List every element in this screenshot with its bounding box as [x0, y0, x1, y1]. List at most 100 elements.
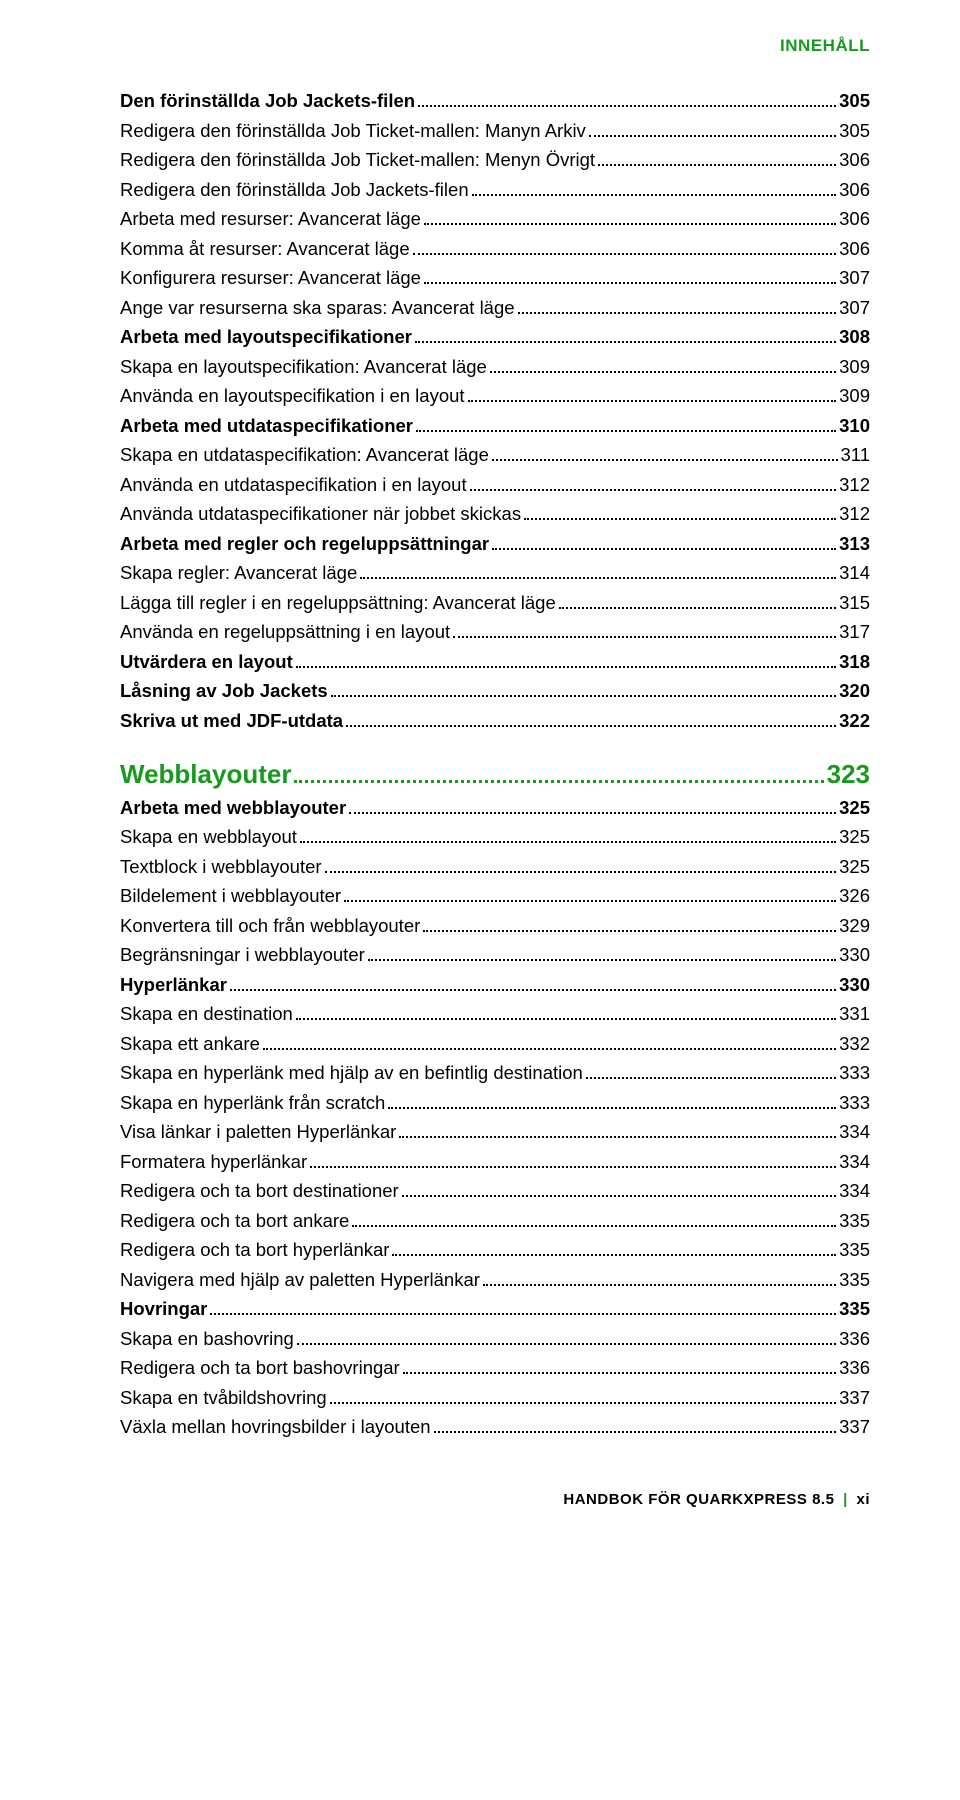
toc-entry-page: 335 — [839, 1241, 870, 1260]
toc-leader-dots — [413, 253, 836, 255]
toc-entry-page: 322 — [839, 712, 870, 731]
toc-entry-label: Skapa regler: Avancerat läge — [120, 564, 357, 583]
toc-entry-page: 335 — [839, 1212, 870, 1231]
toc-entry-label: Komma åt resurser: Avancerat läge — [120, 240, 410, 259]
toc-leader-dots — [472, 194, 837, 196]
toc-entry-page: 308 — [839, 328, 870, 347]
toc-entry-label: Redigera och ta bort destinationer — [120, 1182, 399, 1201]
toc-leader-dots — [490, 371, 836, 373]
toc-entry-label: Använda en regeluppsättning i en layout — [120, 623, 450, 642]
toc-entry-page: 334 — [839, 1182, 870, 1201]
toc-entry-page: 318 — [839, 653, 870, 672]
toc-entry: Låsning av Job Jackets320 — [120, 682, 870, 701]
toc-entry-page: 333 — [839, 1064, 870, 1083]
toc-leader-dots — [468, 400, 837, 402]
toc-entry: Bildelement i webblayouter326 — [120, 887, 870, 906]
toc-entry-label: Konvertera till och från webblayouter — [120, 917, 420, 936]
toc-leader-dots — [360, 577, 836, 579]
toc-entry-page: 334 — [839, 1123, 870, 1142]
toc-leader-dots — [598, 164, 836, 166]
toc-entry-label: Skapa en webblayout — [120, 828, 297, 847]
toc-entry-page: 313 — [839, 535, 870, 554]
toc-leader-dots — [346, 725, 836, 727]
toc-entry-page: 325 — [839, 828, 870, 847]
toc-entry: Ange var resurserna ska sparas: Avancera… — [120, 299, 870, 318]
toc-leader-dots — [230, 989, 836, 991]
toc-entry: Arbeta med resurser: Avancerat läge306 — [120, 210, 870, 229]
toc-entry-label: Skriva ut med JDF-utdata — [120, 712, 343, 731]
toc-entry-label: Skapa en tvåbildshovring — [120, 1389, 327, 1408]
toc-entry-label: Ange var resurserna ska sparas: Avancera… — [120, 299, 515, 318]
toc-entry: Skapa en bashovring336 — [120, 1330, 870, 1349]
toc-entry-page: 332 — [839, 1035, 870, 1054]
toc-entry-label: Växla mellan hovringsbilder i layouten — [120, 1418, 431, 1437]
toc-entry-page: 325 — [839, 799, 870, 818]
toc-entry: Växla mellan hovringsbilder i layouten33… — [120, 1418, 870, 1437]
toc-entry: Konvertera till och från webblayouter 329 — [120, 917, 870, 936]
toc-entry: Skapa ett ankare 332 — [120, 1035, 870, 1054]
toc-leader-dots — [589, 135, 836, 137]
toc-entry: Skapa en layoutspecifikation: Avancerat … — [120, 358, 870, 377]
toc-leader-dots — [403, 1372, 836, 1374]
toc-entry-page: 333 — [839, 1094, 870, 1113]
toc-section-heading: Webblayouter 323 — [120, 761, 870, 789]
toc-entry-page: 306 — [839, 151, 870, 170]
toc-leader-dots — [518, 312, 837, 314]
toc-leader-dots — [368, 959, 836, 961]
toc-leader-dots — [483, 1284, 836, 1286]
toc-entry: Använda utdataspecifikationer när jobbet… — [120, 505, 870, 524]
toc-entry: Redigera den förinställda Job Ticket-mal… — [120, 151, 870, 170]
toc-entry-label: Skapa en hyperlänk från scratch — [120, 1094, 385, 1113]
toc-entry-page: 306 — [839, 240, 870, 259]
toc-entry-label: Skapa ett ankare — [120, 1035, 260, 1054]
page: INNEHÅLL Den förinställda Job Jackets-fi… — [0, 0, 960, 1548]
toc-entry-label: Skapa en hyperlänk med hjälp av en befin… — [120, 1064, 583, 1083]
toc-entry-page: 307 — [839, 269, 870, 288]
toc-entry-page: 310 — [839, 417, 870, 436]
toc-entry-label: Formatera hyperlänkar — [120, 1153, 307, 1172]
toc-entry-label: Arbeta med layoutspecifikationer — [120, 328, 412, 347]
header-label: INNEHÅLL — [120, 36, 870, 56]
toc-entry-page: 335 — [839, 1271, 870, 1290]
toc-entry-page: 335 — [839, 1300, 870, 1319]
toc-entry-label: Arbeta med regler och regeluppsättningar — [120, 535, 489, 554]
toc-entry-page: 305 — [839, 92, 870, 111]
toc-leader-dots — [434, 1431, 837, 1433]
toc-entry-label: Hyperlänkar — [120, 976, 227, 995]
toc-leader-dots — [294, 780, 823, 783]
toc-entry-label: Textblock i webblayouter — [120, 858, 322, 877]
toc-entry-page: 329 — [839, 917, 870, 936]
toc-section-label: Webblayouter — [120, 761, 291, 787]
toc-entry: Redigera och ta bort hyperlänkar 335 — [120, 1241, 870, 1260]
toc-entry-label: Navigera med hjälp av paletten Hyperlänk… — [120, 1271, 480, 1290]
toc-entry: Hovringar335 — [120, 1300, 870, 1319]
toc-entry-label: Redigera den förinställda Job Ticket-mal… — [120, 151, 595, 170]
toc-entry: Konfigurera resurser: Avancerat läge 307 — [120, 269, 870, 288]
toc-leader-dots — [325, 871, 837, 873]
toc-entry-label: Använda utdataspecifikationer när jobbet… — [120, 505, 521, 524]
toc-entry: Skapa en hyperlänk med hjälp av en befin… — [120, 1064, 870, 1083]
toc-leader-dots — [300, 841, 836, 843]
toc-leader-dots — [424, 223, 836, 225]
toc-entry-label: Konfigurera resurser: Avancerat läge — [120, 269, 421, 288]
toc-entry: Skapa en hyperlänk från scratch 333 — [120, 1094, 870, 1113]
toc-leader-dots — [352, 1225, 836, 1227]
toc-entry-page: 330 — [839, 946, 870, 965]
toc-entry-label: Arbeta med utdataspecifikationer — [120, 417, 413, 436]
toc-block-2: Arbeta med webblayouter325Skapa en webbl… — [120, 799, 870, 1438]
toc-entry-page: 334 — [839, 1153, 870, 1172]
toc-entry-label: Visa länkar i paletten Hyperlänkar — [120, 1123, 396, 1142]
toc-leader-dots — [423, 930, 836, 932]
toc-entry-page: 317 — [839, 623, 870, 642]
toc-entry-page: 336 — [839, 1330, 870, 1349]
toc-entry: Visa länkar i paletten Hyperlänkar 334 — [120, 1123, 870, 1142]
toc-entry: Redigera den förinställda Job Jackets-fi… — [120, 181, 870, 200]
toc-entry-label: Redigera och ta bort hyperlänkar — [120, 1241, 389, 1260]
toc-entry: Skapa en tvåbildshovring337 — [120, 1389, 870, 1408]
toc-leader-dots — [310, 1166, 836, 1168]
toc-entry-label: Utvärdera en layout — [120, 653, 293, 672]
toc-entry-page: 331 — [839, 1005, 870, 1024]
toc-entry: Utvärdera en layout 318 — [120, 653, 870, 672]
toc-leader-dots — [399, 1136, 836, 1138]
footer-book-title: HANDBOK FÖR QUARKXPRESS 8.5 — [563, 1491, 834, 1508]
